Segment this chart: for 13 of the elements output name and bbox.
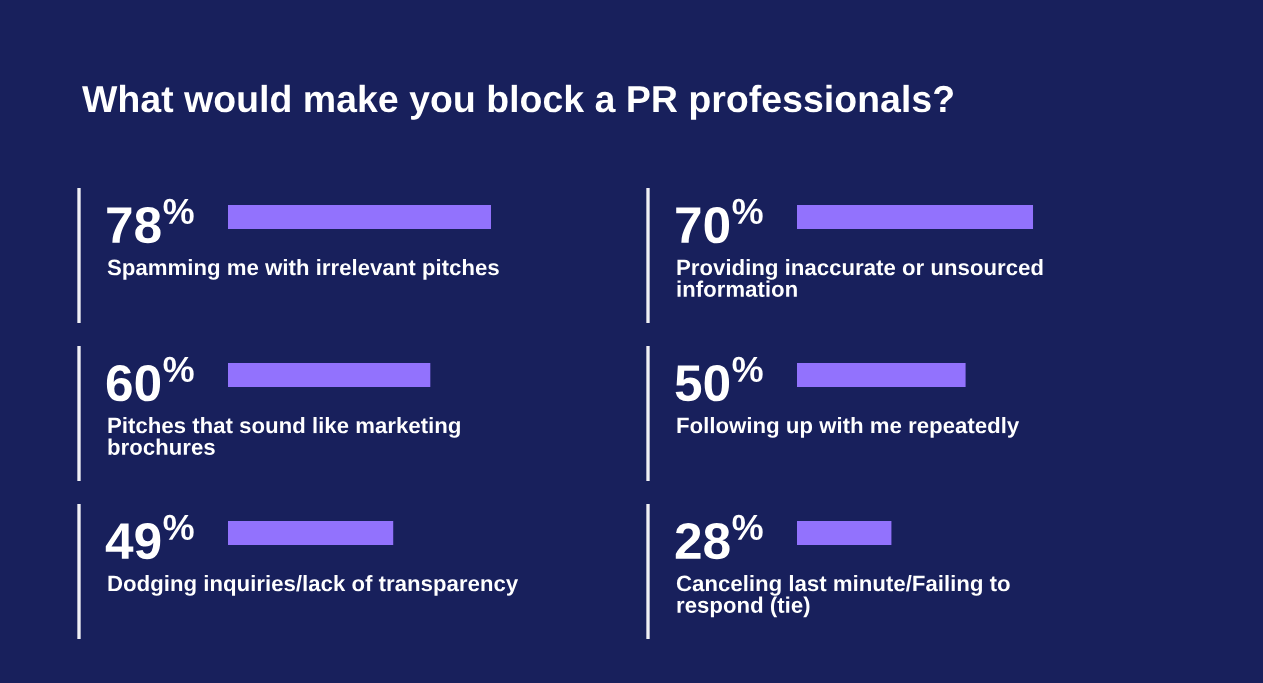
data-label: 49$^{%}$ — [105, 514, 194, 560]
y-tick-label: Providing inaccurate or unsourced information — [677, 259, 1043, 297]
data-label: 28$^{%}$ — [675, 514, 763, 560]
y-tick-label: Following up with me repeatedly — [677, 417, 1020, 438]
y-tick-label: Spamming me with irrelevant pitches — [107, 259, 499, 280]
data-label: 50$^{%}$ — [675, 356, 763, 402]
data-label: 78$^{%}$ — [107, 198, 194, 244]
y-tick-label: Dodging inquiries/lack of transparency — [108, 575, 519, 596]
data-label: 70$^{%}$ — [676, 198, 763, 244]
data-label: 60$^{%}$ — [106, 356, 194, 402]
chart-title: What would make you block a PR professionals? — [82, 84, 953, 120]
y-tick-label: Pitches that sound like marketing brochures — [108, 417, 460, 455]
y-tick-label: Canceling last minute/Failing to respond (tie) — [676, 575, 1010, 618]
